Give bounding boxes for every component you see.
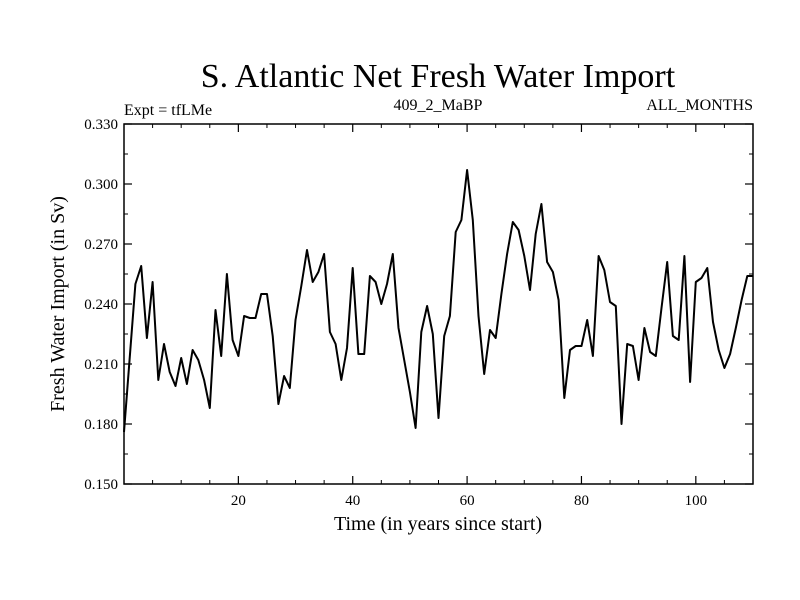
x-tick-label: 40	[345, 493, 360, 509]
y-tick-label: 0.240	[84, 297, 118, 313]
subtitle-experiment: Expt = tfLMe	[124, 102, 212, 119]
subtitle-months: ALL_MONTHS	[646, 97, 753, 114]
x-tick-label: 60	[460, 493, 475, 509]
subtitle-run-id: 409_2_MaBP	[394, 97, 483, 114]
chart-title: S. Atlantic Net Fresh Water Import	[201, 58, 676, 95]
series-line	[123, 169, 753, 433]
y-tick-label: 0.330	[84, 117, 118, 133]
x-tick-label: 100	[685, 493, 708, 509]
x-tick-labels: 20 40 60 80 100	[231, 493, 707, 509]
x-tick-label: 80	[574, 493, 589, 509]
plot-frame	[123, 123, 754, 485]
y-tick-label: 0.270	[84, 237, 118, 253]
y-tick-label: 0.180	[84, 417, 118, 433]
y-tick-label: 0.300	[84, 177, 118, 193]
axis-ticks	[124, 123, 753, 485]
y-axis-label: Fresh Water Import (in Sv)	[47, 196, 69, 412]
y-tick-labels: 0.150 0.180 0.210 0.240 0.270 0.300 0.330	[84, 117, 118, 493]
y-tick-label: 0.210	[84, 357, 118, 373]
x-axis-label: Time (in years since start)	[334, 513, 542, 535]
y-tick-label: 0.150	[84, 477, 118, 493]
x-tick-label: 20	[231, 493, 246, 509]
